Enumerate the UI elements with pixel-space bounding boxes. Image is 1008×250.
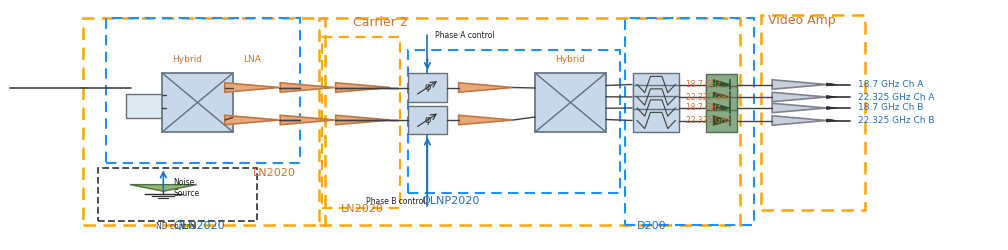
Text: Hybrid: Hybrid xyxy=(555,55,586,64)
Text: Phase B control: Phase B control xyxy=(366,197,425,206)
Text: φ: φ xyxy=(424,82,430,92)
Text: Noise
Source: Noise Source xyxy=(173,178,200,198)
FancyBboxPatch shape xyxy=(706,74,738,96)
Polygon shape xyxy=(772,116,827,125)
Polygon shape xyxy=(772,80,827,89)
FancyBboxPatch shape xyxy=(408,106,447,134)
Polygon shape xyxy=(827,96,837,98)
FancyBboxPatch shape xyxy=(706,110,738,132)
FancyBboxPatch shape xyxy=(535,73,606,132)
FancyBboxPatch shape xyxy=(633,108,679,132)
Polygon shape xyxy=(827,83,837,86)
Polygon shape xyxy=(713,116,731,126)
Polygon shape xyxy=(772,103,827,113)
Text: 18.7 GHz: 18.7 GHz xyxy=(686,104,722,112)
Polygon shape xyxy=(225,83,279,92)
FancyBboxPatch shape xyxy=(706,97,738,119)
FancyBboxPatch shape xyxy=(633,85,679,109)
Text: φ: φ xyxy=(424,115,430,125)
Text: 18.7 GHz: 18.7 GHz xyxy=(686,80,722,89)
Polygon shape xyxy=(459,115,513,125)
Polygon shape xyxy=(280,115,335,125)
Text: Hybrid: Hybrid xyxy=(172,55,203,64)
Text: 18.7 GHz Ch B: 18.7 GHz Ch B xyxy=(858,104,923,112)
Polygon shape xyxy=(336,115,390,125)
Polygon shape xyxy=(827,119,837,122)
Text: 18.7 GHz Ch A: 18.7 GHz Ch A xyxy=(858,80,923,89)
Text: LNA: LNA xyxy=(243,55,261,64)
Text: ND control: ND control xyxy=(156,222,197,231)
Polygon shape xyxy=(772,92,827,102)
Polygon shape xyxy=(280,83,335,92)
Text: QLN2020: QLN2020 xyxy=(173,221,226,231)
Text: 22.325 GHz: 22.325 GHz xyxy=(686,116,731,125)
Text: Phase A control: Phase A control xyxy=(435,31,495,40)
Polygon shape xyxy=(130,184,197,191)
FancyBboxPatch shape xyxy=(162,73,233,132)
Text: Video Amp: Video Amp xyxy=(768,14,836,27)
Text: 22.325 GHz Ch B: 22.325 GHz Ch B xyxy=(858,116,934,125)
Polygon shape xyxy=(225,115,279,125)
Text: 22.325 GHz Ch A: 22.325 GHz Ch A xyxy=(858,92,934,102)
Polygon shape xyxy=(713,92,731,102)
Text: Carrier 2: Carrier 2 xyxy=(353,16,407,29)
Polygon shape xyxy=(827,106,837,110)
Text: LN2020: LN2020 xyxy=(341,204,384,214)
Polygon shape xyxy=(459,83,513,92)
Polygon shape xyxy=(713,103,731,113)
FancyBboxPatch shape xyxy=(408,73,447,102)
Text: LN2020: LN2020 xyxy=(253,168,295,177)
Text: D200: D200 xyxy=(637,221,666,231)
Polygon shape xyxy=(336,83,390,92)
Text: QLNP2020: QLNP2020 xyxy=(421,196,480,206)
Polygon shape xyxy=(713,80,731,90)
FancyBboxPatch shape xyxy=(706,86,738,108)
Text: 22.325 GHz: 22.325 GHz xyxy=(686,92,731,102)
FancyBboxPatch shape xyxy=(126,94,166,118)
FancyBboxPatch shape xyxy=(633,73,679,96)
FancyBboxPatch shape xyxy=(633,96,679,120)
